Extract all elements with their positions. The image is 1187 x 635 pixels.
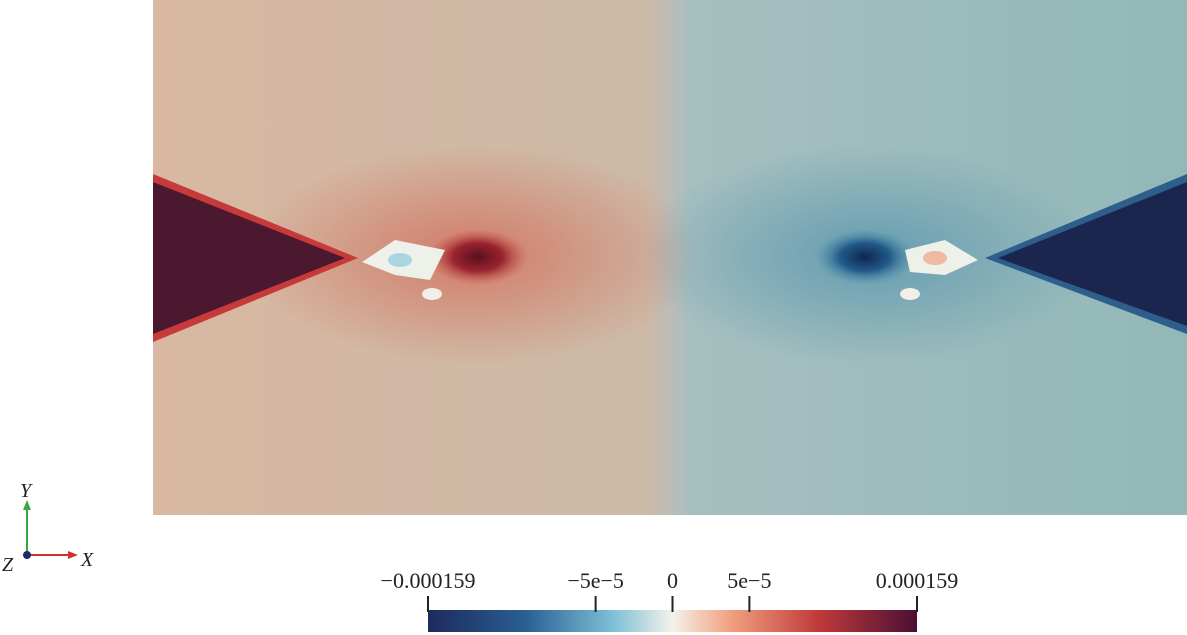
field-plot <box>153 0 1187 515</box>
tick-label: 0.000159 <box>876 568 959 593</box>
colorbar: −0.000159 −5e−5 0 5e−5 0.000159 <box>381 568 959 632</box>
tick-label: −5e−5 <box>567 568 624 593</box>
tick-label: −0.000159 <box>381 568 476 593</box>
y-axis-label: Y <box>20 480 33 502</box>
colorbar-gradient <box>428 610 917 632</box>
x-axis-label: X <box>80 549 94 571</box>
z-axis-label: Z <box>2 554 14 576</box>
tick-label: 5e−5 <box>727 568 771 593</box>
tick-label: 0 <box>667 568 678 593</box>
axes-triad: Y X Z <box>2 480 94 576</box>
